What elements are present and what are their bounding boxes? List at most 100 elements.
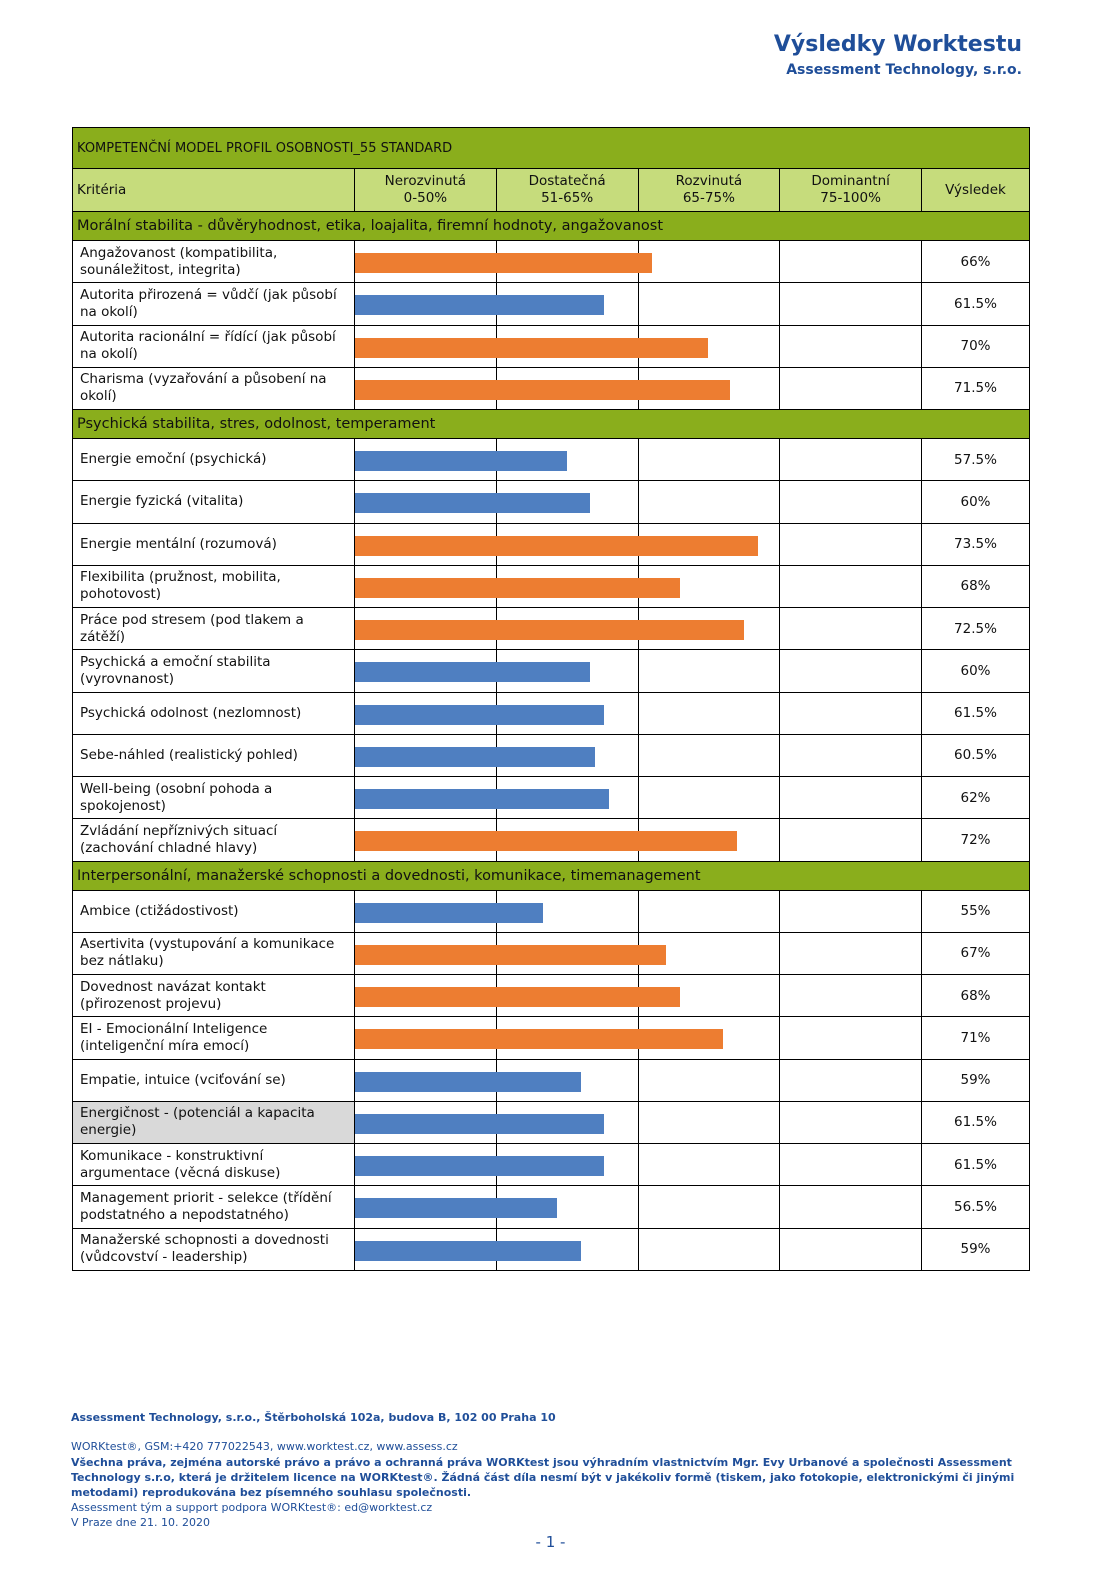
criterion: Sebe-náhled (realistický pohled)	[72, 733, 355, 777]
grid-line	[637, 691, 639, 735]
column-header: Dostatečná 51-65%	[495, 168, 639, 212]
bar	[355, 662, 591, 683]
grid-line	[779, 366, 781, 410]
bar	[355, 620, 744, 640]
result: 56.5%	[921, 1185, 1030, 1229]
bar	[355, 987, 681, 1007]
bar	[355, 379, 730, 400]
column-range: 65-75%	[682, 190, 735, 206]
grid-line	[779, 438, 781, 482]
criterion: Práce pod stresem (pod tlakem a zátěží)	[72, 607, 355, 651]
grid-line	[637, 776, 639, 820]
bar	[355, 789, 610, 809]
grid-line	[637, 889, 639, 933]
footer-contact: WORKtest®, GSM:+420 777022543, www.workt…	[71, 1440, 458, 1453]
grid-line	[779, 324, 781, 368]
bar	[355, 1240, 581, 1261]
grid-line	[779, 1185, 781, 1229]
grid-line	[779, 1143, 781, 1187]
grid-line	[779, 974, 781, 1018]
grid-line	[779, 1227, 781, 1271]
result: 70%	[921, 324, 1030, 368]
grid-line	[779, 889, 781, 933]
grid-line	[779, 282, 781, 326]
column-range: 0-50%	[403, 190, 448, 206]
result: 73.5%	[921, 522, 1030, 566]
grid-line	[779, 931, 781, 975]
column-name: Rozvinutá	[675, 173, 743, 189]
result: 61.5%	[921, 691, 1030, 735]
column-range: 51-65%	[541, 190, 594, 206]
page-number: - 1 -	[535, 1533, 566, 1551]
column-header: Rozvinutá 65-75%	[637, 168, 781, 212]
section-title: Interpersonální, manažerské schopnosti a…	[72, 860, 1030, 891]
criterion: Management priorit - selekce (třídění po…	[72, 1185, 355, 1229]
result-header: Výsledek	[921, 168, 1030, 212]
bar	[355, 944, 666, 965]
footer-date: V Praze dne 21. 10. 2020	[71, 1516, 210, 1529]
grid-line	[779, 776, 781, 820]
grid-line	[637, 1143, 639, 1187]
column-name: Dostatečná	[528, 173, 606, 189]
result: 60.5%	[921, 733, 1030, 777]
result: 68%	[921, 564, 1030, 608]
criterion: Psychická a emoční stabilita (vyrovnanos…	[72, 649, 355, 693]
criterion: Energie emoční (psychická)	[72, 438, 355, 482]
grid-line	[779, 607, 781, 651]
grid-line	[779, 240, 781, 284]
grid-line	[637, 1058, 639, 1102]
grid-line	[779, 1058, 781, 1102]
criterion: Energie mentální (rozumová)	[72, 522, 355, 566]
result: 67%	[921, 931, 1030, 975]
result: 71.5%	[921, 366, 1030, 410]
criterion: Flexibilita (pružnost, mobilita, pohotov…	[72, 564, 355, 608]
column-header: Dominantní 75-100%	[779, 168, 922, 212]
criterion: Angažovanost (kompatibilita, sounáležito…	[72, 240, 355, 284]
footer-address: Assessment Technology, s.r.o., Štěrbohol…	[71, 1411, 556, 1424]
criteria-header: Kritéria	[72, 168, 355, 212]
result: 72.5%	[921, 607, 1030, 651]
grid-line	[637, 1100, 639, 1144]
bar	[355, 902, 543, 923]
grid-line	[637, 282, 639, 326]
grid-line	[779, 480, 781, 524]
result: 59%	[921, 1227, 1030, 1271]
doc-subtitle: Assessment Technology, s.r.o.	[786, 62, 1022, 78]
bar	[355, 1029, 723, 1050]
column-name: Nerozvinutá	[384, 173, 467, 189]
criterion: Energičnost - (potenciál a kapacita ener…	[72, 1100, 355, 1144]
footer-support: Assessment tým a support podpora WORKtes…	[71, 1501, 433, 1514]
result: 59%	[921, 1058, 1030, 1102]
column-header: Nerozvinutá 0-50%	[354, 168, 497, 212]
grid-line	[779, 691, 781, 735]
column-range: 75-100%	[820, 190, 881, 206]
criterion: EI - Emocionální Inteligence (inteligenč…	[72, 1016, 355, 1060]
bar	[355, 1198, 558, 1219]
grid-line	[637, 1227, 639, 1271]
result: 57.5%	[921, 438, 1030, 482]
grid-line	[637, 1185, 639, 1229]
result: 60%	[921, 649, 1030, 693]
section-title: Psychická stabilita, stres, odolnost, te…	[72, 409, 1030, 439]
grid-line	[779, 649, 781, 693]
criterion: Asertivita (vystupování a komunikace bez…	[72, 931, 355, 975]
bar	[355, 1113, 605, 1134]
criterion: Energie fyzická (vitalita)	[72, 480, 355, 524]
criterion: Autorita racionální = řídící (jak působí…	[72, 324, 355, 368]
grid-line	[779, 1100, 781, 1144]
column-name: Dominantní	[811, 173, 890, 189]
result: 72%	[921, 818, 1030, 862]
grid-line	[637, 733, 639, 777]
result: 61.5%	[921, 1143, 1030, 1187]
result: 62%	[921, 776, 1030, 820]
table-title: KOMPETENČNÍ MODEL PROFIL OSOBNOSTI_55 ST…	[72, 127, 1030, 169]
bar	[355, 451, 567, 471]
criterion: Komunikace - konstruktivní argumentace (…	[72, 1143, 355, 1187]
section-title: Morální stabilita - důvěryhodnost, etika…	[72, 211, 1030, 241]
result: 61.5%	[921, 282, 1030, 326]
bar	[355, 831, 737, 852]
criterion: Zvládání nepříznivých situací (zachování…	[72, 818, 355, 862]
bar	[355, 535, 758, 556]
criterion: Well-being (osobní pohoda a spokojenost)	[72, 776, 355, 820]
